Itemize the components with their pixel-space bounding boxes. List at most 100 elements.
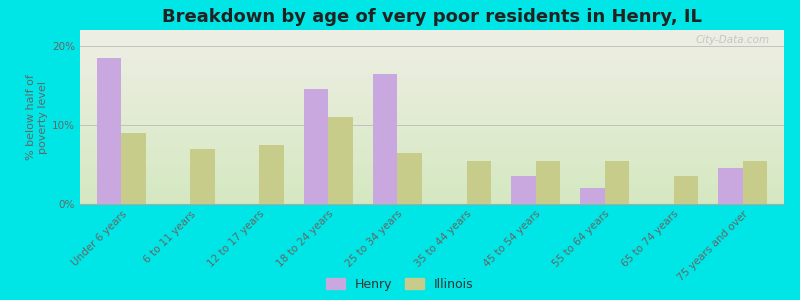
Bar [80, 169, 784, 171]
Bar [80, 136, 784, 138]
Bar [80, 98, 784, 100]
Bar [80, 200, 784, 202]
Bar [80, 115, 784, 117]
Bar [398, 153, 422, 204]
Bar [80, 49, 784, 51]
Bar [466, 160, 490, 204]
Bar [535, 160, 560, 204]
Bar [80, 195, 784, 197]
Bar [80, 122, 784, 124]
Bar [80, 178, 784, 180]
Bar [80, 68, 784, 70]
Bar [80, 141, 784, 143]
Bar [80, 119, 784, 121]
Legend: Henry, Illinois: Henry, Illinois [326, 278, 474, 291]
Bar [80, 46, 784, 47]
Bar [80, 44, 784, 46]
Bar [80, 42, 784, 44]
Bar [80, 131, 784, 133]
Bar [80, 197, 784, 199]
Bar [580, 188, 605, 204]
Bar [674, 176, 698, 204]
Bar [80, 86, 784, 87]
Bar [80, 51, 784, 52]
Bar [80, 164, 784, 166]
Bar [80, 103, 784, 105]
Bar [80, 65, 784, 67]
Bar [80, 32, 784, 34]
Bar [80, 80, 784, 82]
Bar [80, 91, 784, 93]
Bar [80, 160, 784, 162]
Bar [80, 173, 784, 174]
Bar [80, 188, 784, 190]
Bar [80, 199, 784, 200]
Bar [80, 93, 784, 94]
Bar [80, 133, 784, 134]
Bar [605, 160, 629, 204]
Bar [80, 72, 784, 74]
Bar [80, 182, 784, 183]
Bar [80, 140, 784, 141]
Bar [122, 133, 146, 204]
Bar [80, 174, 784, 176]
Bar [190, 148, 214, 204]
Bar [80, 176, 784, 178]
Title: Breakdown by age of very poor residents in Henry, IL: Breakdown by age of very poor residents … [162, 8, 702, 26]
Bar [742, 160, 766, 204]
Bar [80, 77, 784, 79]
Text: City-Data.com: City-Data.com [696, 35, 770, 45]
Bar [80, 34, 784, 35]
Bar [80, 37, 784, 39]
Bar [80, 190, 784, 192]
Bar [80, 82, 784, 84]
Bar [80, 147, 784, 148]
Bar [80, 47, 784, 49]
Bar [718, 168, 742, 204]
Bar [80, 150, 784, 152]
Bar [80, 54, 784, 56]
Bar [80, 30, 784, 32]
Bar [80, 74, 784, 75]
Bar [80, 167, 784, 169]
Bar [80, 113, 784, 115]
Bar [80, 192, 784, 194]
Bar [80, 52, 784, 54]
Bar [374, 74, 398, 204]
Bar [80, 96, 784, 98]
Bar [80, 145, 784, 147]
Bar [80, 56, 784, 58]
Bar [80, 89, 784, 91]
Bar [80, 159, 784, 161]
Bar [80, 110, 784, 112]
Bar [80, 202, 784, 204]
Bar [80, 180, 784, 182]
Bar [80, 187, 784, 188]
Bar [259, 145, 284, 204]
Bar [80, 40, 784, 42]
Bar [80, 112, 784, 113]
Bar [80, 148, 784, 150]
Bar [80, 162, 784, 164]
Bar [80, 155, 784, 157]
Bar [80, 101, 784, 103]
Bar [80, 35, 784, 37]
Bar [80, 166, 784, 167]
Bar [80, 79, 784, 80]
Bar [80, 39, 784, 41]
Bar [80, 157, 784, 159]
Bar [80, 58, 784, 60]
Bar [80, 129, 784, 131]
Bar [80, 70, 784, 72]
Bar [80, 117, 784, 119]
Bar [80, 183, 784, 185]
Bar [80, 84, 784, 86]
Bar [329, 117, 353, 204]
Bar [511, 176, 535, 204]
Bar [80, 87, 784, 89]
Bar [80, 108, 784, 110]
Bar [80, 121, 784, 122]
Bar [80, 60, 784, 61]
Bar [80, 67, 784, 68]
Bar [80, 94, 784, 96]
